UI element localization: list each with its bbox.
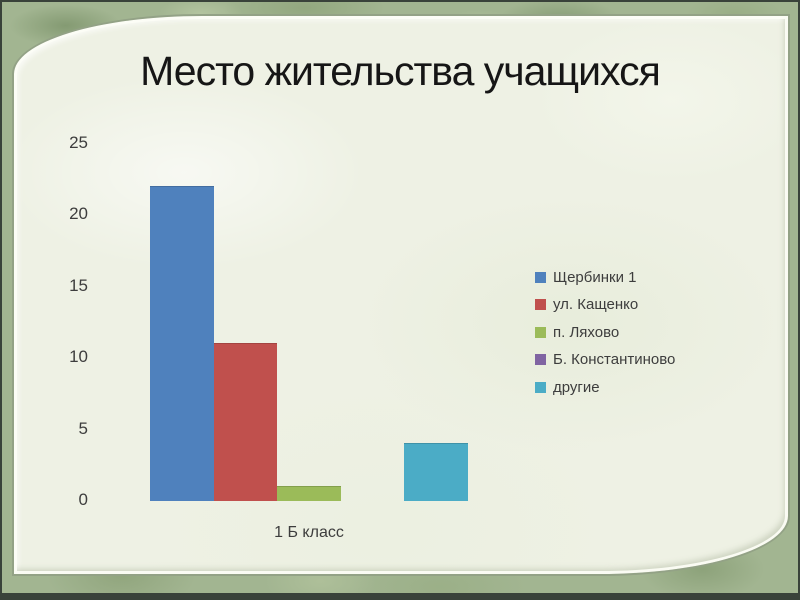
y-tick-label: 20 [69, 204, 88, 224]
legend-item: п. Ляхово [535, 323, 620, 341]
slide-panel [12, 14, 790, 576]
y-tick-label: 15 [69, 275, 88, 295]
legend-item: Б. Константиново [535, 351, 676, 368]
legend-label: Б. Константиново [553, 351, 676, 368]
chart-bar [213, 342, 278, 501]
legend-label: ул. Кащенко [553, 296, 639, 313]
slide-title: Место жительства учащихся [140, 48, 661, 94]
chart-bar [277, 485, 341, 501]
x-axis-category-label: 1 Б класс [274, 524, 344, 541]
legend-item: Щербинки 1 [535, 268, 637, 286]
legend-item: другие [535, 378, 600, 396]
legend-label: п. Ляхово [553, 323, 620, 341]
legend-swatch-icon [535, 326, 546, 338]
legend-swatch-icon [535, 299, 546, 310]
y-tick-label: 5 [78, 418, 88, 438]
legend-label: Щербинки 1 [553, 268, 637, 286]
legend-swatch-icon [535, 271, 546, 283]
chart-bar [404, 442, 468, 501]
legend-swatch-icon [535, 381, 546, 393]
y-tick-label: 10 [69, 347, 88, 367]
legend-label: другие [553, 378, 600, 396]
y-tick-label: 0 [78, 490, 88, 509]
legend-swatch-icon [535, 354, 546, 365]
legend-item: ул. Кащенко [535, 296, 639, 313]
y-tick-label: 25 [69, 133, 88, 152]
chart-bar [150, 185, 214, 501]
